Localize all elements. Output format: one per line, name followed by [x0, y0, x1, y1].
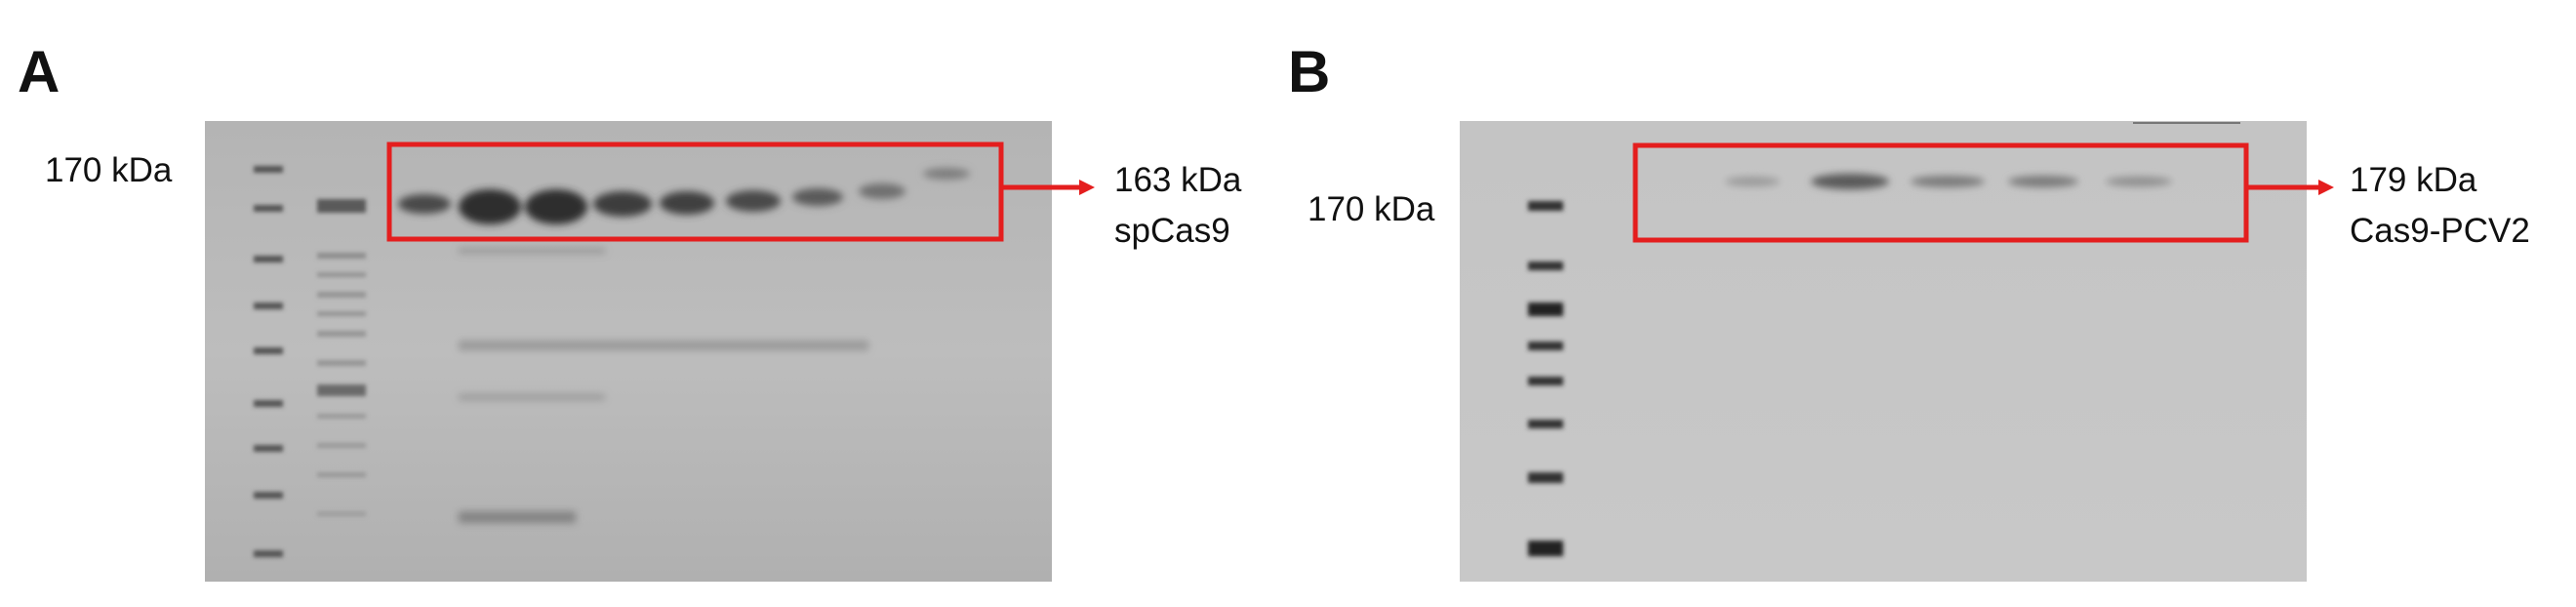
panel-a-gel-image: [205, 121, 1052, 582]
panel-a-ladder: [254, 166, 283, 557]
panel-b-highlight-box: [1632, 142, 2249, 243]
panel-b-letter: B: [1288, 39, 1331, 104]
panel-b-arrow: [2244, 180, 2334, 195]
panel-b-marker-label: 170 kDa: [1308, 190, 1435, 228]
panel-a-highlight-box: [386, 142, 1004, 242]
panel-a-band-size: 163 kDa: [1114, 161, 1242, 199]
panel-b-gel-image: [1460, 121, 2307, 582]
panel-b-band-size: 179 kDa: [2350, 161, 2477, 199]
panel-a-marker-label: 170 kDa: [45, 151, 173, 189]
panel-b-protein-name: Cas9-PCV2: [2350, 212, 2530, 250]
panel-a-arrow: [1001, 180, 1095, 195]
panel-b-ladder: [1528, 201, 1563, 556]
panel-a-protein-name: spCas9: [1114, 212, 1230, 250]
panel-a-letter: A: [18, 39, 60, 104]
